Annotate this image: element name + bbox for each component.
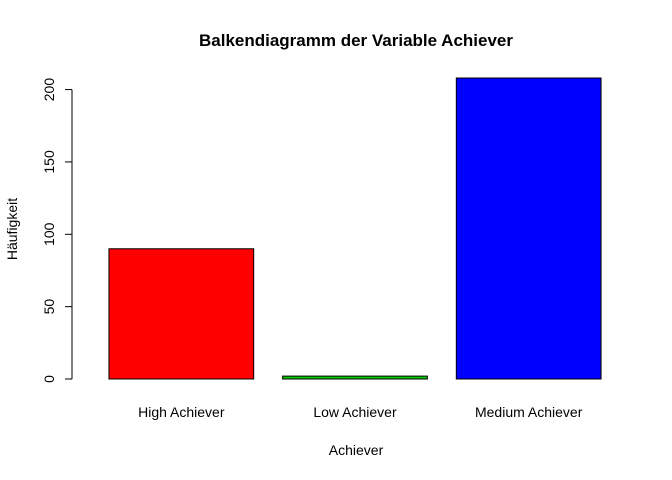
bar-high-achiever — [108, 248, 255, 380]
y-tick-label: 0 — [41, 375, 57, 383]
x-axis-label: Achiever — [329, 442, 384, 458]
category-label: Medium Achiever — [475, 404, 583, 420]
y-tick-label: 100 — [41, 222, 57, 246]
y-tick-label: 50 — [41, 299, 57, 315]
chart-title: Balkendiagramm der Variable Achiever — [199, 31, 513, 50]
y-axis-label: Häufigkeit — [4, 198, 20, 260]
category-label: High Achiever — [138, 404, 225, 420]
y-tick-label: 150 — [41, 150, 57, 174]
bars-group — [108, 77, 602, 380]
category-label: Low Achiever — [313, 404, 397, 420]
category-labels-group: High Achiever Low Achiever Medium Achiever — [138, 404, 583, 420]
bar-medium-achiever — [455, 77, 602, 380]
y-axis: 0 50 100 150 200 — [41, 78, 73, 383]
y-tick-label: 200 — [41, 78, 57, 102]
bar-low-achiever — [282, 375, 428, 380]
